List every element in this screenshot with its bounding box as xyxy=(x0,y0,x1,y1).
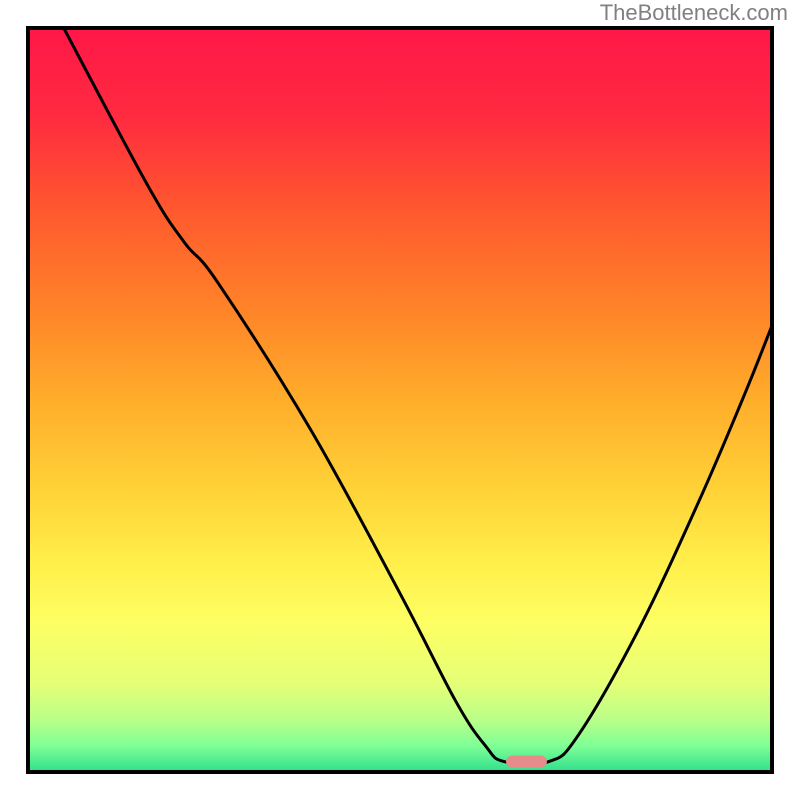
gradient-background xyxy=(28,28,772,772)
chart-root: TheBottleneck.com xyxy=(0,0,800,800)
chart-svg xyxy=(0,0,800,800)
watermark-text: TheBottleneck.com xyxy=(600,0,788,26)
optimal-marker xyxy=(506,756,547,768)
